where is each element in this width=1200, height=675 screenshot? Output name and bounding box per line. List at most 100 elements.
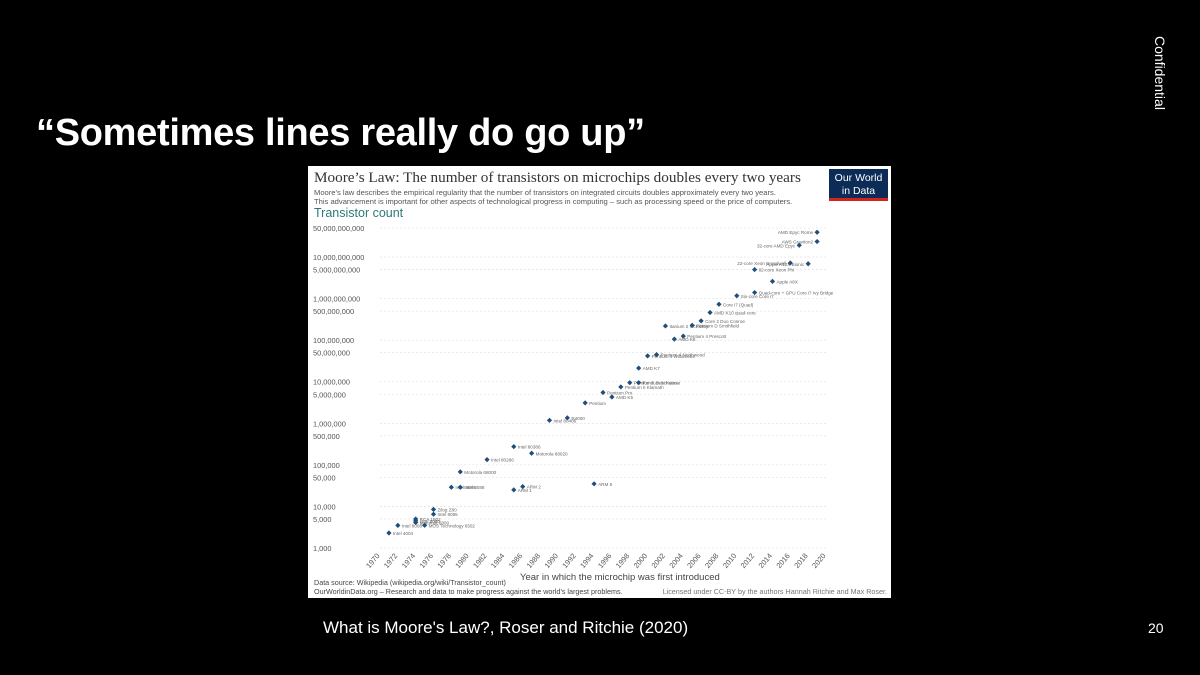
- chart-subtitle-1: Moore's law describes the empirical regu…: [314, 188, 776, 197]
- x-tick-label: 2020: [810, 552, 827, 570]
- x-tick-label: 2016: [774, 552, 791, 570]
- data-point: [814, 229, 820, 235]
- data-point: [662, 323, 669, 329]
- x-tick-label: 2014: [757, 552, 774, 570]
- point-label: Pentium 4 Willamette: [652, 354, 696, 359]
- chart-image: Moore’s Law: The number of transistors o…: [308, 166, 891, 598]
- x-tick-label: 1974: [400, 552, 417, 570]
- point-label: AMD K10 quad-core: [714, 311, 756, 316]
- y-tick-label: 500,000: [313, 432, 340, 441]
- x-tick-label: 1978: [435, 552, 452, 570]
- x-tick-label: 1980: [453, 552, 470, 570]
- data-point: [716, 301, 722, 307]
- point-label: Intel 8085: [438, 512, 459, 517]
- x-tick-label: 2010: [721, 552, 738, 570]
- y-tick-label: 5,000: [313, 515, 332, 524]
- y-tick-label: 500,000,000: [313, 307, 354, 316]
- point-label: R4000: [571, 416, 585, 421]
- point-label: Pentium III Katmai: [643, 381, 681, 386]
- point-label: Intel 8008: [402, 523, 423, 528]
- point-label: Apple A8X: [776, 279, 797, 284]
- x-tick-label: 1988: [525, 552, 542, 570]
- point-label: RCA 1802: [420, 517, 441, 522]
- owid-logo: Our World in Data: [829, 169, 888, 201]
- x-tick-label: 1984: [489, 552, 506, 570]
- x-tick-label: 2008: [703, 552, 720, 570]
- point-label: Intel 8080: [420, 519, 441, 524]
- data-point: [680, 333, 686, 339]
- y-tick-label: 50,000,000,000: [313, 224, 364, 233]
- chart-license: Licensed under CC-BY by the authors Hann…: [662, 587, 887, 596]
- point-label: Intel 8086: [455, 485, 476, 490]
- x-tick-label: 1998: [614, 552, 631, 570]
- data-point: [707, 309, 713, 316]
- data-point: [814, 238, 820, 245]
- y-tick-label: 10,000,000,000: [313, 253, 364, 262]
- y-tick-label: 1,000,000,000: [313, 295, 360, 304]
- data-point: [805, 261, 811, 267]
- point-label: AMD K5: [616, 395, 634, 400]
- data-point: [546, 417, 553, 423]
- data-point: [671, 336, 677, 342]
- data-point: [564, 415, 570, 421]
- y-tick-label: 1,000,000: [313, 419, 346, 428]
- point-label: 32-core AMD Epyc: [757, 243, 796, 248]
- x-tick-label: 1994: [578, 552, 595, 570]
- point-label: Intel 4004: [393, 531, 414, 536]
- point-label: Core 2 Duo Conroe: [705, 319, 745, 324]
- y-tick-label: 5,000,000: [313, 390, 346, 399]
- data-point: [422, 522, 428, 528]
- data-point: [430, 511, 437, 517]
- data-point: [636, 365, 642, 371]
- logo-line-2: in Data: [841, 185, 876, 197]
- x-tick-label: 2004: [667, 552, 684, 570]
- y-tick-label: 5,000,000,000: [313, 266, 360, 275]
- data-point: [511, 444, 517, 450]
- point-label: ARM 2: [527, 485, 541, 490]
- chart-footer: OurWorldinData.org – Research and data t…: [314, 587, 623, 596]
- data-point: [511, 487, 517, 493]
- data-point: [413, 516, 419, 522]
- point-label: Pentium 4 Northwood: [661, 353, 706, 358]
- point-label: Itanium 2 McKinley: [669, 324, 709, 329]
- y-tick-label: 1,000: [313, 544, 332, 553]
- point-label: Intel 80286: [491, 458, 514, 463]
- point-label: Pentium 4 Prescott: [687, 334, 727, 339]
- data-point: [645, 353, 651, 359]
- data-point: [413, 519, 419, 526]
- point-label: Apple A12X Bionic: [766, 262, 805, 267]
- point-label: Intel 8088: [464, 485, 485, 490]
- point-label: AMD K8: [678, 337, 696, 342]
- data-point: [787, 260, 793, 266]
- data-point: [653, 351, 660, 358]
- x-tick-label: 1992: [560, 552, 577, 570]
- y-axis-label: Transistor count: [314, 206, 404, 220]
- point-label: 62-core Xeon Phi: [759, 268, 795, 273]
- data-point: [430, 506, 437, 512]
- point-label: Pentium Pro: [607, 391, 633, 396]
- slide-caption: What is Moore's Law?, Roser and Ritchie …: [323, 618, 689, 637]
- point-label: Zilog Z80: [438, 507, 458, 512]
- x-tick-label: 2002: [650, 552, 667, 570]
- point-label: AWS Graviton2: [782, 240, 814, 245]
- y-tick-label: 10,000,000: [313, 378, 350, 387]
- data-point: [395, 522, 401, 528]
- x-tick-label: 2012: [739, 552, 756, 570]
- data-point: [734, 293, 740, 299]
- y-tick-label: 100,000,000: [313, 336, 354, 345]
- x-tick-label: 1996: [596, 552, 613, 570]
- point-label: Intel 80386: [518, 445, 541, 450]
- data-point: [457, 484, 463, 490]
- point-label: Core i7 (Quad): [723, 302, 754, 307]
- x-tick-label: 2018: [792, 552, 809, 570]
- point-label: Six-core Core i7: [741, 294, 774, 299]
- chart-title: Moore’s Law: The number of transistors o…: [314, 169, 801, 186]
- point-label: AMD K7: [643, 366, 661, 371]
- point-label: ARM 6: [598, 482, 612, 487]
- point-label: Quad-core + GPU Core i7 Ivy Bridge: [759, 291, 834, 296]
- data-point: [618, 384, 624, 390]
- scatter-plot: 50,000,000,000 10,000,000,000 5,000,000,00…: [313, 224, 834, 570]
- point-label: 22-core Xeon Broadwell: [737, 261, 786, 266]
- y-tick-label: 50,000,000: [313, 349, 350, 358]
- slide-title: “Sometimes lines really do go up”: [36, 112, 645, 154]
